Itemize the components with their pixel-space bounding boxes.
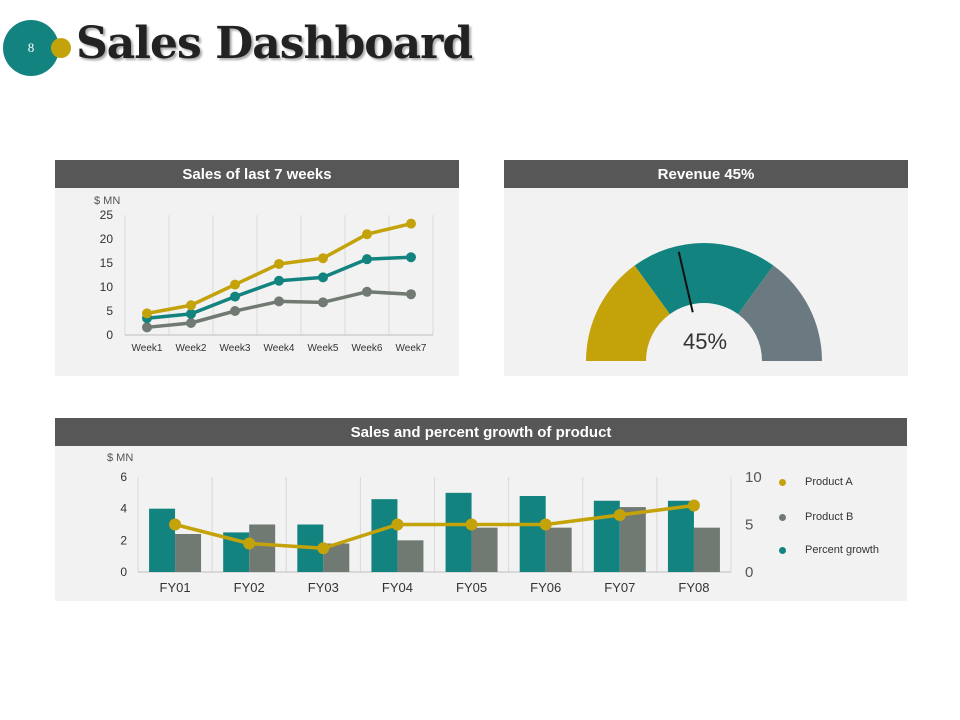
line-point xyxy=(318,272,328,283)
line-point xyxy=(318,297,328,308)
line-chart-ylabel: $ MN xyxy=(94,195,120,207)
line-chart-xtick-label: Week7 xyxy=(396,343,427,354)
line-point xyxy=(274,258,284,269)
growth-point xyxy=(317,542,330,555)
gauge-segment-1 xyxy=(586,265,670,361)
legend-dot-product-a xyxy=(779,479,786,486)
growth-point xyxy=(465,518,478,531)
line-series-percent-growth xyxy=(174,503,695,550)
gauge-panel: Revenue 45% 45% xyxy=(504,160,908,376)
badge-dot-decoration xyxy=(51,38,71,58)
gauge-segment-2 xyxy=(634,243,774,315)
bar-product-a xyxy=(371,499,398,572)
line-point xyxy=(230,291,240,302)
line-point xyxy=(318,253,328,264)
gauge-chart: 45% xyxy=(586,243,822,361)
growth-point xyxy=(391,518,404,531)
line-chart-xtick-label: Week4 xyxy=(264,343,295,354)
bar-product-b xyxy=(545,527,572,572)
bar-product-b xyxy=(175,534,202,572)
bar-product-b xyxy=(397,540,424,572)
legend-label-product-a: Product A xyxy=(805,476,853,488)
legend-dot-percent-growth xyxy=(779,547,786,554)
bar-chart-xtick-label: FY02 xyxy=(234,580,265,595)
legend-dot-product-b xyxy=(779,514,786,521)
gauge-needle xyxy=(677,251,694,313)
line-point xyxy=(362,229,372,240)
bar-chart-header: Sales and percent growth of product xyxy=(55,418,907,446)
line-point xyxy=(362,254,372,265)
bar-chart-xtick-label: FY03 xyxy=(308,580,339,595)
bar-product-a xyxy=(667,500,694,572)
bar-chart-y2tick-label: 10 xyxy=(745,469,762,486)
bar-chart-xtick-label: FY01 xyxy=(160,580,191,595)
line-chart: $ MN 0 5 10 15 20 25 Week1 Week2 Week3 Week4 Week5 W… xyxy=(94,195,434,354)
line-point xyxy=(274,296,284,307)
bar-chart: $ MN 0 2 4 6 0 5 10 FY01 FY02 FY03 FY04 FY05 FY06 FY07… xyxy=(107,452,762,595)
bar-chart-panel: Sales and percent growth of product $ MN… xyxy=(55,418,907,601)
bar-chart-ylabel: $ MN xyxy=(107,452,133,464)
growth-point xyxy=(539,518,552,531)
line-chart-ytick-label: 10 xyxy=(100,280,114,294)
line-chart-xtick-label: Week5 xyxy=(308,343,339,354)
line-chart-xtick-label: Week6 xyxy=(352,343,383,354)
line-chart-ytick-label: 0 xyxy=(106,328,113,342)
line-chart-header: Sales of last 7 weeks xyxy=(55,160,459,188)
growth-point xyxy=(687,499,700,512)
bar-product-b xyxy=(249,524,276,572)
slide-number-badge: 8 xyxy=(3,20,59,76)
bar-chart-ytick-label: 0 xyxy=(120,565,127,579)
line-point xyxy=(230,306,240,316)
line-point xyxy=(406,289,416,300)
bar-chart-xtick-label: FY07 xyxy=(604,580,635,595)
line-chart-ytick-label: 25 xyxy=(100,208,114,222)
line-chart-xtick-label: Week1 xyxy=(132,343,163,354)
line-chart-xtick-label: Week2 xyxy=(176,343,207,354)
line-chart-ytick-label: 20 xyxy=(100,232,114,246)
line-point xyxy=(406,252,416,263)
page-title: Sales Dashboard xyxy=(76,18,473,69)
bar-product-b xyxy=(693,527,720,572)
line-chart-ytick-label: 5 xyxy=(106,304,113,318)
bar-chart-xtick-label: FY04 xyxy=(382,580,413,595)
bar-chart-ytick-label: 4 xyxy=(120,502,127,516)
legend-label-percent-growth: Percent growth xyxy=(805,544,879,556)
line-point xyxy=(362,286,372,297)
bar-product-a xyxy=(445,492,472,572)
line-point xyxy=(142,308,152,319)
bar-chart-y2tick-label: 0 xyxy=(745,564,753,581)
growth-point xyxy=(243,537,256,550)
bar-chart-xtick-label: FY05 xyxy=(456,580,487,595)
bar-chart-xtick-label: FY08 xyxy=(678,580,709,595)
line-point xyxy=(274,275,284,286)
gauge-segment-3 xyxy=(738,265,822,361)
line-point xyxy=(186,300,196,311)
line-point xyxy=(230,279,240,290)
legend-label-product-b: Product B xyxy=(805,511,854,523)
bar-chart-xtick-label: FY06 xyxy=(530,580,561,595)
slide-number: 8 xyxy=(27,40,35,55)
line-chart-xtick-label: Week3 xyxy=(220,343,251,354)
gauge-value-label: 45% xyxy=(683,329,727,354)
bar-chart-ytick-label: 6 xyxy=(120,470,127,484)
line-point xyxy=(186,308,196,319)
bar-chart-ytick-label: 2 xyxy=(120,533,127,547)
line-point xyxy=(186,318,196,328)
growth-point xyxy=(613,509,626,521)
bar-chart-y2tick-label: 5 xyxy=(745,517,753,534)
growth-point xyxy=(169,518,182,531)
line-chart-panel: Sales of last 7 weeks $ MN 0 5 10 15 20 25 Week… xyxy=(55,160,459,376)
gauge-header: Revenue 45% xyxy=(504,160,908,188)
line-point xyxy=(142,322,152,333)
bar-product-a xyxy=(149,508,176,572)
line-point xyxy=(406,218,416,229)
line-chart-ytick-label: 15 xyxy=(100,256,114,270)
bar-product-b xyxy=(471,527,498,572)
bar-product-a xyxy=(519,496,546,572)
